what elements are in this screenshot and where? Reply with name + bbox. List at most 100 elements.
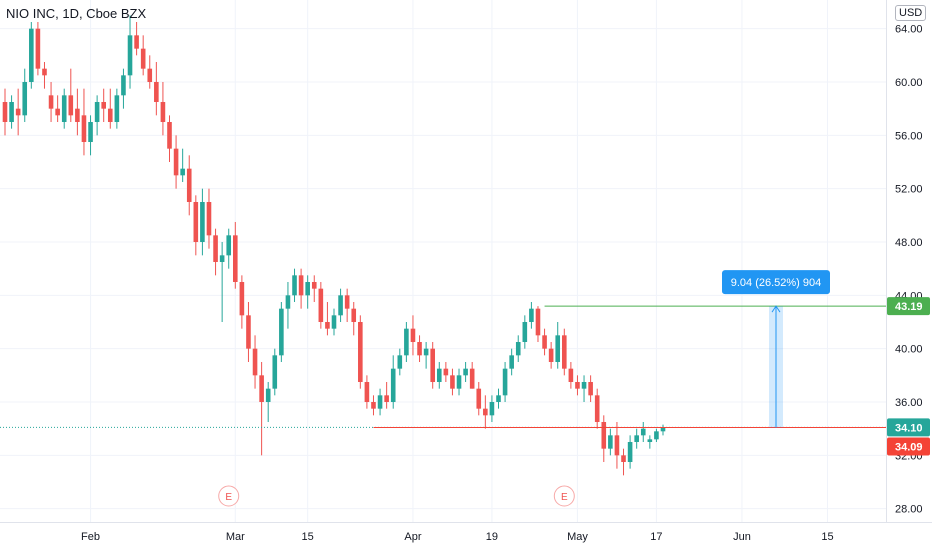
candle-body[interactable] [390, 368, 396, 402]
candle-body[interactable] [233, 235, 238, 282]
candle-body[interactable] [259, 375, 264, 402]
candle-body[interactable] [384, 395, 389, 402]
candle-body[interactable] [417, 342, 422, 356]
earnings-marker-icon[interactable] [218, 485, 240, 507]
candle-body[interactable] [272, 355, 278, 389]
plot-area[interactable] [2, 15, 666, 476]
candle-body[interactable] [463, 368, 468, 376]
candle-body[interactable] [660, 427, 666, 432]
candle-body[interactable] [483, 408, 488, 416]
candle-body[interactable] [621, 455, 626, 462]
candle-body[interactable] [588, 382, 593, 396]
candle-body[interactable] [219, 255, 225, 262]
candle-body[interactable] [489, 402, 495, 416]
candle-body[interactable] [61, 95, 67, 122]
candle-body[interactable] [154, 82, 159, 102]
candle-body[interactable] [608, 435, 613, 449]
candle-body[interactable] [29, 28, 34, 83]
candle-body[interactable] [575, 382, 580, 389]
candle-body[interactable] [443, 368, 449, 376]
candle-body[interactable] [213, 235, 218, 262]
candle-body[interactable] [114, 95, 120, 122]
candle-body[interactable] [180, 168, 185, 176]
candle-body[interactable] [562, 335, 567, 369]
candle-body[interactable] [94, 102, 100, 122]
candle-body[interactable] [305, 282, 310, 296]
candle-body[interactable] [476, 388, 482, 409]
candle-body[interactable] [167, 122, 172, 149]
candle-body[interactable] [265, 388, 271, 402]
candle-body[interactable] [193, 202, 199, 242]
candle-body[interactable] [450, 375, 455, 389]
candle-body[interactable] [351, 308, 357, 322]
earnings-marker-icon[interactable] [553, 485, 575, 507]
candle-body[interactable] [601, 422, 607, 449]
candle-body[interactable] [614, 435, 620, 456]
candle-body[interactable] [358, 322, 363, 382]
time-axis[interactable]: Feb Mar 15 Apr 19 May 17 Jun 15 [0, 522, 932, 544]
candle-body[interactable] [246, 315, 251, 349]
candle-body[interactable] [515, 342, 521, 356]
candle-body[interactable] [252, 348, 258, 376]
candle-body[interactable] [107, 108, 113, 122]
candle-body[interactable] [173, 148, 179, 176]
candle-body[interactable] [535, 308, 541, 336]
candle-body[interactable] [292, 275, 297, 296]
candle-body[interactable] [647, 439, 653, 442]
candle-body[interactable] [121, 75, 126, 96]
candle-body[interactable] [75, 108, 80, 122]
candle-body[interactable] [186, 168, 192, 202]
candle-body[interactable] [654, 431, 659, 440]
candle-body[interactable] [239, 282, 245, 316]
candle-body[interactable] [15, 108, 21, 116]
candle-body[interactable] [318, 288, 324, 322]
candle-body[interactable] [338, 295, 343, 316]
candle-body[interactable] [542, 335, 547, 349]
candle-body[interactable] [325, 322, 330, 329]
candle-body[interactable] [134, 35, 139, 49]
candle-body[interactable] [371, 402, 376, 409]
candle-body[interactable] [147, 68, 153, 82]
candle-body[interactable] [555, 335, 561, 362]
candle-body[interactable] [627, 442, 633, 462]
candle-body[interactable] [81, 115, 87, 142]
candle-body[interactable] [35, 28, 41, 69]
candle-body[interactable] [456, 375, 462, 389]
candle-body[interactable] [9, 102, 14, 122]
candle-body[interactable] [430, 348, 435, 382]
candle-body[interactable] [581, 382, 587, 389]
price-axis[interactable]: 28.0032.0036.0040.0044.0048.0052.0056.00… [886, 0, 932, 550]
candle-body[interactable] [568, 368, 574, 382]
candle-body[interactable] [436, 368, 442, 382]
candle-body[interactable] [279, 308, 284, 356]
candle-body[interactable] [594, 395, 600, 422]
candle-body[interactable] [101, 102, 106, 109]
candle-body[interactable] [410, 328, 416, 342]
candle-body[interactable] [127, 35, 133, 76]
currency-badge[interactable]: USD [895, 5, 927, 21]
candle-body[interactable] [48, 95, 54, 109]
candle-body[interactable] [397, 355, 403, 369]
candle-body[interactable] [331, 315, 337, 329]
candle-body[interactable] [377, 395, 383, 409]
candle-body[interactable] [226, 235, 232, 256]
candle-body[interactable] [640, 428, 646, 436]
candle-body[interactable] [285, 295, 291, 309]
candle-body[interactable] [404, 328, 409, 356]
candle-body[interactable] [160, 102, 166, 122]
candle-body[interactable] [2, 102, 8, 122]
candle-body[interactable] [502, 368, 508, 396]
candle-body[interactable] [55, 108, 60, 116]
candle-body[interactable] [298, 275, 304, 296]
candle-body[interactable] [206, 202, 212, 236]
candle-body[interactable] [200, 202, 205, 242]
candle-body[interactable] [496, 395, 501, 402]
candle-body[interactable] [509, 355, 514, 369]
candle-body[interactable] [68, 95, 74, 116]
candle-body[interactable] [42, 68, 47, 76]
candle-body[interactable] [22, 82, 28, 116]
candle-body[interactable] [522, 322, 528, 342]
candle-body[interactable] [140, 48, 146, 69]
candle-body[interactable] [634, 435, 639, 442]
